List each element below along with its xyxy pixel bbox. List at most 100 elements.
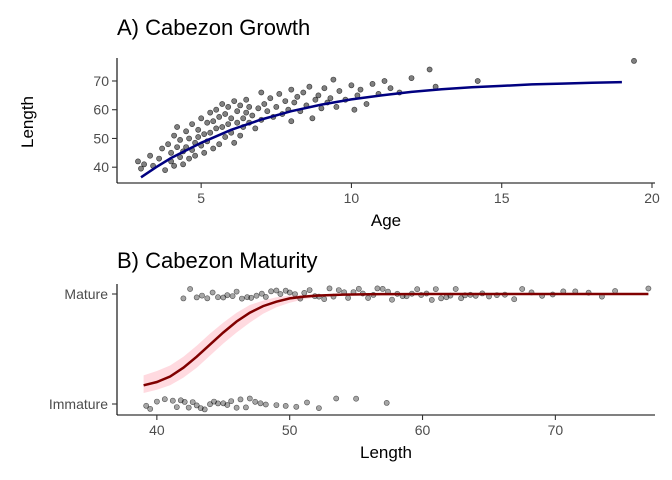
panel-b-data-point [173,404,180,410]
panel-b-x-tick-label: 50 [282,422,298,438]
panel-b-data-point [273,287,280,294]
panel-b-data-point [389,296,395,303]
panel-a-data-point [231,139,238,146]
panel-a-data-point [177,136,183,143]
panel-a-data-point [273,104,280,110]
panel-b-data-point [233,404,240,411]
panel-a-data-point [318,105,325,112]
panel-a-x-tick-label: 5 [197,190,205,206]
panel-a-points [135,58,637,173]
panel-a-data-point [222,111,229,117]
panel-a-data-point [198,115,205,122]
panel-a-data-point [300,89,307,96]
panel-a-data-point [135,158,141,165]
panel-a-data-point [210,145,217,152]
panel-b-data-point [193,402,200,409]
panel-a-data-point [294,93,301,100]
panel-a-data-point [171,162,177,169]
panel-a-data-point [426,66,433,73]
panel-b-data-point [321,296,328,302]
panel-a-data-point [288,118,295,125]
panel-a-data-point [291,99,298,106]
panel-a-data-point [186,135,192,142]
panel-a-data-point [474,78,481,84]
panel-b-data-point [293,403,300,410]
panel-a-data-point [258,89,265,96]
panel-a-data-point [171,132,177,139]
panel-b-data-point [333,395,340,402]
panel-b-data-point [452,286,459,292]
panel-b-data-point [224,402,231,408]
panel-b-data-point [180,295,187,302]
panel-b-data-point [258,290,265,297]
panel-a-data-point [216,114,223,120]
panel-b-data-point [147,405,154,412]
panel-b-data-point [282,402,289,409]
panel-b-data-point [207,401,213,408]
panel-a-y-axis-title: Length [18,96,37,148]
panel-a-data-point [312,96,319,103]
panel-a-data-point [369,81,376,87]
panel-a-data-point [408,75,415,81]
panel-a-data-point [351,106,358,113]
panel-b-data-point [428,296,435,303]
panel-b-data-point [414,286,421,293]
panel-b-data-point [379,285,386,292]
panel-b-maturity: B) Cabezon Maturity Length 40 50 60 70 Immat… [49,248,655,462]
panel-a-data-point [327,95,334,102]
panel-b-data-point [237,396,244,403]
panel-b-points [143,285,652,413]
panel-a-data-point [237,132,244,139]
panel-a-growth: A) Cabezon Growth Length Age 5 10 15 20 40 50… [18,15,660,230]
panel-b-data-point [209,289,216,296]
panel-b-data-point [189,399,196,405]
panel-b-data-point [374,285,381,292]
panel-b-ticks: 40 50 60 70 Immature Mature [49,286,563,438]
panel-a-data-point [207,109,214,116]
panel-b-title: B) Cabezon Maturity [117,248,318,273]
panel-b-data-point [185,404,192,411]
panel-b-data-point [238,295,245,302]
panel-b-data-point [353,395,359,402]
panel-b-data-point [229,293,236,299]
panel-a-y-tick-label: 60 [93,102,109,118]
panel-a-data-point [261,101,268,107]
panel-a-data-point [387,85,394,92]
panel-a-data-point [189,121,195,127]
panel-b-data-point [253,292,260,299]
panel-a-data-point [222,134,229,140]
panel-b-x-tick-label: 70 [548,422,564,438]
panel-b-x-tick-label: 60 [415,422,431,438]
panel-a-data-point [333,104,340,110]
panel-a-data-point [180,161,186,168]
panel-b-y-tick-label: Mature [64,286,108,302]
panel-a-data-point [138,165,144,172]
panel-a-x-tick-label: 10 [344,190,360,206]
panel-b-data-point [224,292,231,299]
panel-a-data-point [234,119,241,126]
panel-a-data-point [363,101,370,107]
panel-a-data-point [162,167,168,173]
panel-a-data-point [348,82,355,89]
panel-a-data-point [228,115,235,122]
panel-b-data-point [355,285,362,292]
panel-a-data-point [213,106,220,113]
panel-a-data-point [225,104,232,110]
panel-a-data-point [252,125,259,132]
panel-a-x-axis-title: Age [371,211,401,230]
panel-a-data-point [174,124,180,130]
panel-b-y-tick-label: Immature [49,396,108,412]
panel-b-data-point [304,399,310,406]
panel-a-data-point [219,124,226,130]
panel-a-data-point [195,126,202,133]
panel-a-data-point [315,92,322,99]
panel-b-data-point [257,400,264,407]
panel-a-data-point [264,108,271,115]
panel-b-data-point [306,287,313,293]
panel-b-data-point [301,289,308,296]
panel-a-data-point [330,76,337,83]
panel-b-data-point [181,398,188,405]
panel-b-maturity-curve [143,292,649,387]
panel-b-data-point [246,395,253,402]
